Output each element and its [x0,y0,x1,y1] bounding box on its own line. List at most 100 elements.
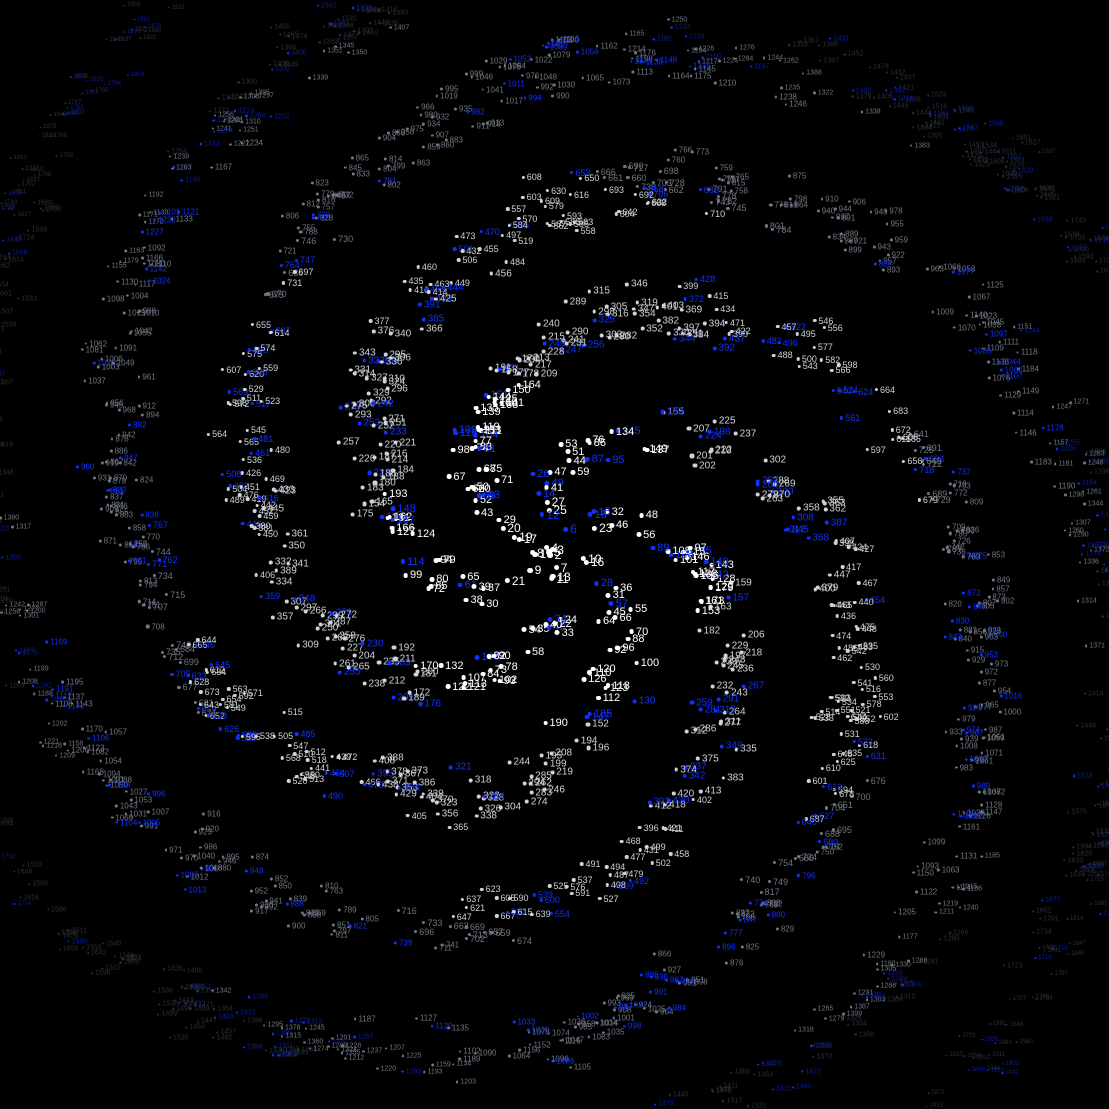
point-label: 1183 [1035,457,1052,466]
point-label: 208 [555,748,572,759]
point-label: 656 [907,456,922,466]
point: 695 [832,825,852,835]
point: 1125 [982,280,1004,289]
point-label: 1168 [87,768,104,777]
point-dot [439,663,443,667]
point-label: 585 [574,219,589,229]
point-label: 146 [691,551,709,563]
point-dot [265,1050,267,1052]
point: 415 [708,291,729,301]
point-dot [445,139,448,142]
point-dot [290,1020,292,1022]
point-label: 113 [469,678,487,690]
point-label: 1487 [970,148,986,155]
point-dot [691,570,695,574]
point-label: 658 [648,184,663,194]
point-label: 1350 [352,49,368,56]
point: 253 [357,418,380,429]
point-dot [765,224,768,227]
point-label: 862 [337,190,350,199]
point-dot [853,601,857,605]
point: 26 [531,468,550,480]
point: 57 [609,598,628,610]
point-dot [353,372,357,376]
point-dot [342,637,346,641]
point: 972 [980,667,998,676]
point-dot [228,484,232,488]
point-label: 636 [288,268,303,278]
point: 1326 [842,1014,862,1021]
point-label: 21 [512,574,525,588]
point: 1281 [919,959,939,966]
point-dot [503,82,506,85]
point-label: 962 [670,976,683,985]
point: 1053 [130,795,152,804]
point-dot [975,314,978,317]
point-label: 793 [957,481,970,490]
point: 81 [477,443,496,455]
point-dot [813,92,815,94]
point-label: 1517 [727,1097,743,1104]
point-label: 317 [789,525,806,536]
point: 284 [482,791,505,802]
point: 1313 [302,1019,322,1026]
point-label: 719 [953,479,966,488]
point-label: 14 [543,488,555,500]
point-label: 1211 [939,909,954,916]
point: 723 [312,210,330,219]
point: 336 [380,356,403,367]
point-dot [280,1049,282,1051]
point-label: 334 [276,577,293,588]
point-label: 879 [113,476,126,485]
point-label: 634 [211,667,226,677]
point: 530 [860,662,880,672]
point: 800 [767,911,785,920]
point-label: 733 [427,918,442,928]
point-dot [135,479,138,482]
point-dot [756,493,760,497]
point-dot [434,947,437,950]
point-dot [128,423,131,426]
point: 1648 [13,868,33,875]
point-label: 677 [183,682,198,692]
point-label: 1231 [858,990,874,997]
point-label: 544 [852,712,867,722]
point-label: 665 [192,640,207,650]
point-label: 398 [839,538,854,548]
point-label: 546 [818,316,833,326]
point: 772 [949,489,967,498]
point-label: 727 [726,175,739,184]
point-dot [866,779,869,782]
point-dot [860,688,863,691]
point-label: 1120 [435,1021,452,1030]
point: 1664 [1097,840,1109,847]
point-dot [854,625,858,629]
point-label: 1412 [240,1009,256,1016]
point: 804 [378,164,396,173]
point-dot [664,827,668,831]
point-label: 943 [878,242,891,251]
point-dot [965,732,968,735]
point-label: 1178 [1047,423,1064,432]
point: 996 [147,789,165,798]
point-label: 123 [610,682,628,694]
point-dot [479,602,484,607]
point: 626 [219,724,239,734]
point: 1068 [978,787,1000,796]
point-dot [756,479,760,483]
point: 1030 [553,81,576,90]
point: 806 [281,211,299,220]
point-label: 1642 [91,949,107,956]
point-label: 438 [382,779,399,790]
point-dot [612,1017,615,1020]
point-label: 150 [512,384,530,396]
point-dot [423,1071,425,1073]
point-dot [360,780,364,784]
point: 95 [606,454,625,466]
point: 77 [473,435,492,447]
point-dot [965,758,968,761]
point-label: 108 [672,545,690,557]
point-label: 466 [366,777,381,787]
point: 1321 [224,116,244,123]
point-dot [654,1103,656,1105]
